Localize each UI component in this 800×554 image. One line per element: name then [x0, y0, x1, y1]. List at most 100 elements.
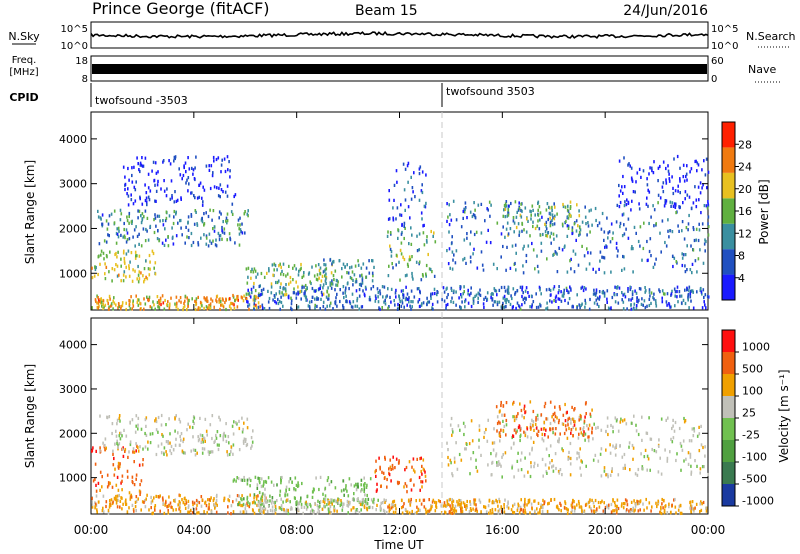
data-cell	[330, 498, 332, 502]
data-cell	[694, 185, 696, 189]
data-cell	[175, 234, 178, 238]
data-cell	[689, 292, 692, 296]
data-cell	[110, 212, 113, 216]
data-cell	[220, 188, 223, 192]
data-cell	[354, 264, 357, 268]
data-cell	[181, 498, 183, 502]
data-cell	[228, 499, 230, 503]
data-cell	[424, 205, 427, 209]
data-cell	[509, 302, 512, 306]
data-cell	[381, 501, 384, 505]
data-cell	[705, 506, 707, 510]
data-cell	[522, 247, 524, 251]
data-cell	[543, 500, 546, 504]
data-cell	[154, 504, 157, 508]
data-cell	[505, 204, 508, 208]
data-cell	[197, 243, 200, 247]
data-cell	[494, 508, 497, 512]
data-cell	[557, 291, 560, 295]
data-cell	[432, 498, 435, 502]
data-cell	[524, 497, 526, 502]
data-cell	[585, 267, 588, 271]
data-cell	[548, 205, 550, 209]
data-cell	[420, 189, 423, 193]
data-cell	[688, 285, 691, 289]
data-cell	[329, 281, 332, 285]
data-cell	[620, 417, 622, 421]
data-cell	[93, 274, 96, 278]
data-cell	[392, 467, 394, 471]
data-cell	[576, 503, 578, 507]
data-cell	[630, 303, 632, 307]
freq-label-line1: Freq.	[12, 55, 37, 66]
data-cell	[193, 177, 196, 181]
data-cell	[518, 230, 521, 234]
data-cell	[559, 407, 561, 411]
data-cell	[187, 499, 190, 503]
data-cell	[226, 184, 229, 188]
data-cell	[303, 285, 305, 289]
data-cell	[676, 295, 678, 299]
data-cell	[342, 262, 345, 266]
data-cell	[137, 423, 139, 427]
data-cell	[541, 457, 544, 461]
data-cell	[286, 493, 289, 497]
data-cell	[329, 511, 331, 515]
data-cell	[220, 170, 222, 174]
data-cell	[173, 215, 175, 219]
data-cell	[689, 268, 692, 272]
data-cell	[573, 419, 575, 424]
data-cell	[249, 493, 251, 497]
data-cell	[425, 479, 427, 483]
data-cell	[552, 418, 555, 422]
data-cell	[601, 211, 604, 216]
data-cell	[502, 296, 505, 300]
data-cell	[688, 306, 690, 310]
x-tick-label: 16:00	[485, 523, 520, 537]
data-cell	[139, 163, 142, 167]
data-cell	[211, 450, 214, 454]
data-cell	[330, 271, 333, 275]
data-cell	[571, 405, 573, 409]
data-cell	[350, 508, 353, 512]
data-cell	[532, 423, 534, 427]
data-cell	[667, 169, 670, 173]
data-cell	[568, 456, 571, 460]
data-cell	[335, 278, 338, 282]
data-cell	[631, 245, 633, 249]
data-cell	[155, 428, 158, 432]
data-cell	[399, 300, 401, 304]
data-cell	[444, 510, 446, 514]
data-cell	[280, 295, 282, 299]
data-cell	[143, 215, 145, 219]
data-cell	[466, 504, 468, 508]
data-cell	[604, 505, 607, 510]
data-cell	[523, 474, 526, 478]
data-cell	[413, 483, 415, 487]
data-cell	[701, 502, 703, 506]
data-cell	[567, 417, 569, 421]
data-cell	[666, 459, 669, 463]
data-cell	[549, 299, 551, 303]
data-cell	[676, 289, 678, 294]
data-cell	[644, 286, 646, 290]
time-axis: 00:00 04:00 08:00 12:00 16:00 20:00 00:00	[74, 112, 725, 537]
data-cell	[137, 209, 139, 213]
data-cell	[125, 265, 127, 269]
data-cell	[546, 257, 548, 261]
data-cell	[500, 255, 502, 259]
data-cell	[314, 297, 316, 301]
data-cell	[564, 501, 567, 506]
data-cell	[284, 287, 287, 291]
data-cell	[564, 298, 566, 303]
data-cell	[134, 256, 137, 260]
data-cell	[330, 286, 333, 290]
data-cell	[652, 296, 654, 300]
data-cell	[627, 201, 630, 205]
data-cell	[101, 509, 104, 513]
data-cell	[651, 169, 653, 173]
data-cell	[426, 296, 428, 300]
data-cell	[366, 502, 369, 506]
data-cell	[510, 294, 512, 298]
data-cell	[115, 429, 117, 433]
